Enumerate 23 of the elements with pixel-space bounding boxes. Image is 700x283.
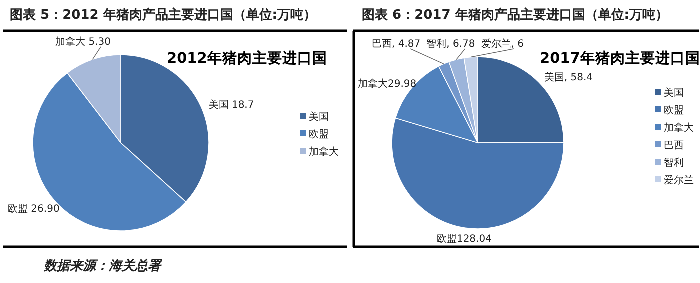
legend-label: 欧盟 [664, 104, 684, 116]
data-label: 爱尔兰, 6 [481, 38, 524, 50]
legend-label: 加拿大 [664, 122, 694, 134]
legend-label: 欧盟 [309, 128, 329, 140]
legend-label: 智利 [664, 157, 684, 169]
legend-label: 美国 [664, 87, 684, 99]
data-label: 美国, 58.4 [544, 71, 593, 84]
data-label: 欧盟 26.90 [8, 202, 60, 215]
text: 2012年猪肉主要进口国 [167, 49, 328, 67]
data-label: 加拿大 5.30 [56, 36, 111, 48]
legend-label: 加拿大 [309, 146, 339, 158]
data-label: 加拿大29.98 [358, 78, 417, 90]
legend-label: 爱尔兰 [664, 174, 694, 186]
data-label: 智利, 6.78 [426, 38, 476, 50]
data-label: 欧盟128.04 [436, 233, 492, 245]
source-note: 数据来源：海关总署 [43, 258, 163, 274]
chart-title: 图表 6：2017 年猪肉产品主要进口国（单位:万吨） [362, 7, 668, 23]
legend-label: 美国 [309, 111, 329, 123]
chart-title: 图表 5：2012 年猪肉产品主要进口国（单位:万吨） [10, 7, 316, 23]
text: 2017年猪肉主要进口国 [540, 49, 700, 67]
data-label: 美国 18.7 [208, 99, 254, 112]
legend-label: 巴西 [664, 140, 684, 152]
data-label: 巴西, 4.87 [372, 39, 421, 50]
